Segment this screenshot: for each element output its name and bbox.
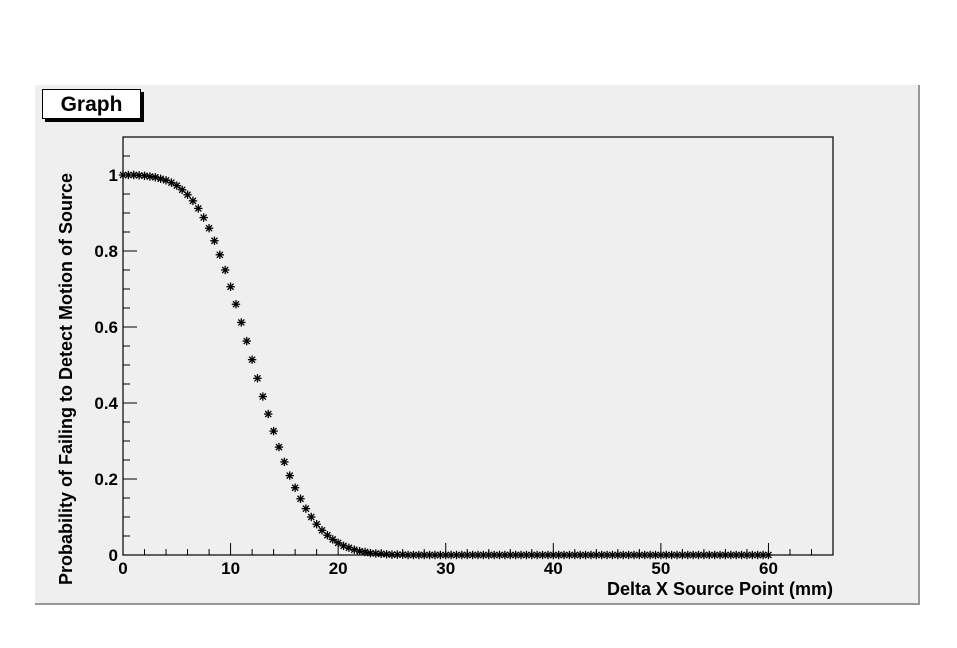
data-point [145, 172, 155, 181]
data-point [500, 550, 510, 560]
data-point [312, 520, 321, 529]
data-point [468, 550, 477, 560]
data-point [188, 196, 198, 206]
data-point [226, 282, 235, 291]
data-point [140, 171, 149, 180]
data-point [699, 550, 709, 560]
data-point [764, 550, 773, 560]
data-point [253, 374, 262, 383]
data-point [721, 550, 730, 560]
data-point [237, 318, 246, 327]
data-point [360, 547, 370, 557]
data-point [215, 250, 225, 260]
y-tick-label: 0.4 [94, 394, 118, 413]
data-point [296, 494, 305, 503]
x-tick-label: 30 [436, 559, 455, 578]
data-point [183, 190, 192, 199]
data-point [301, 504, 311, 513]
plot-frame [122, 136, 834, 556]
data-point [355, 547, 364, 556]
tick-labels-layer: 0 10 20 30 40 50 60 0 0.2 0.4 0.6 0.8 1 [94, 166, 778, 578]
data-points-layer [118, 170, 773, 560]
y-tick-label: 1 [109, 166, 118, 185]
data-point [247, 355, 257, 364]
data-point [204, 223, 214, 233]
data-point [317, 526, 327, 535]
data-point [269, 426, 278, 436]
y-tick-label: 0.8 [94, 242, 118, 261]
data-point [683, 550, 692, 560]
graph-title: Graph [42, 89, 141, 119]
data-point [645, 550, 655, 560]
x-tick-label: 40 [544, 559, 563, 578]
x-axis-label: Delta X Source Point (mm) [607, 579, 833, 599]
data-point [323, 531, 332, 540]
data-point [172, 181, 181, 190]
axis-ticks-layer [122, 136, 834, 556]
data-point [285, 471, 294, 480]
data-point [194, 204, 203, 213]
data-point [210, 236, 219, 245]
data-point [264, 409, 273, 419]
data-point [274, 442, 284, 452]
data-point [731, 550, 741, 560]
data-point [220, 265, 230, 275]
data-point [376, 549, 386, 559]
data-point [662, 550, 671, 560]
data-point [258, 392, 268, 401]
x-tick-label: 10 [221, 559, 240, 578]
data-point [382, 550, 391, 559]
data-point [280, 457, 289, 467]
data-point [532, 550, 542, 560]
data-point [129, 170, 138, 180]
data-point [403, 550, 413, 560]
x-tick-label: 0 [118, 559, 127, 578]
data-point [393, 550, 402, 559]
x-tick-label: 50 [651, 559, 670, 578]
data-point [694, 550, 703, 560]
data-point [242, 336, 251, 346]
data-point [409, 550, 418, 560]
data-point [602, 550, 612, 560]
x-tick-label: 60 [759, 559, 778, 578]
data-point [629, 550, 639, 560]
y-tick-label: 0 [109, 546, 118, 565]
data-point [592, 550, 601, 560]
data-point [366, 548, 375, 558]
x-tick-label: 20 [329, 559, 348, 578]
data-point [715, 550, 725, 560]
data-point [199, 213, 208, 222]
data-point [177, 185, 187, 195]
y-tick-label: 0.2 [94, 470, 118, 489]
plot-frame-layer [122, 136, 834, 556]
y-axis-label: Probability of Failing to Detect Motion … [56, 173, 76, 585]
data-point [290, 483, 300, 492]
canvas-frame [35, 85, 920, 605]
data-point [118, 170, 128, 180]
y-tick-label: 0.6 [94, 318, 118, 337]
data-point [307, 512, 316, 522]
data-point [231, 300, 241, 309]
data-point [581, 550, 590, 560]
